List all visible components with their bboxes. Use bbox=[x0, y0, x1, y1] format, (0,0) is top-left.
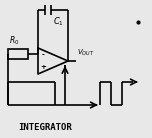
Text: +: + bbox=[40, 64, 46, 70]
Bar bbox=[8, 49, 28, 59]
Text: $V_{OUT}$: $V_{OUT}$ bbox=[77, 48, 95, 58]
Text: INTEGRATOR: INTEGRATOR bbox=[18, 124, 72, 132]
Text: $C_1$: $C_1$ bbox=[52, 16, 64, 29]
Text: -: - bbox=[41, 52, 44, 58]
Text: $R_0$: $R_0$ bbox=[9, 34, 19, 47]
